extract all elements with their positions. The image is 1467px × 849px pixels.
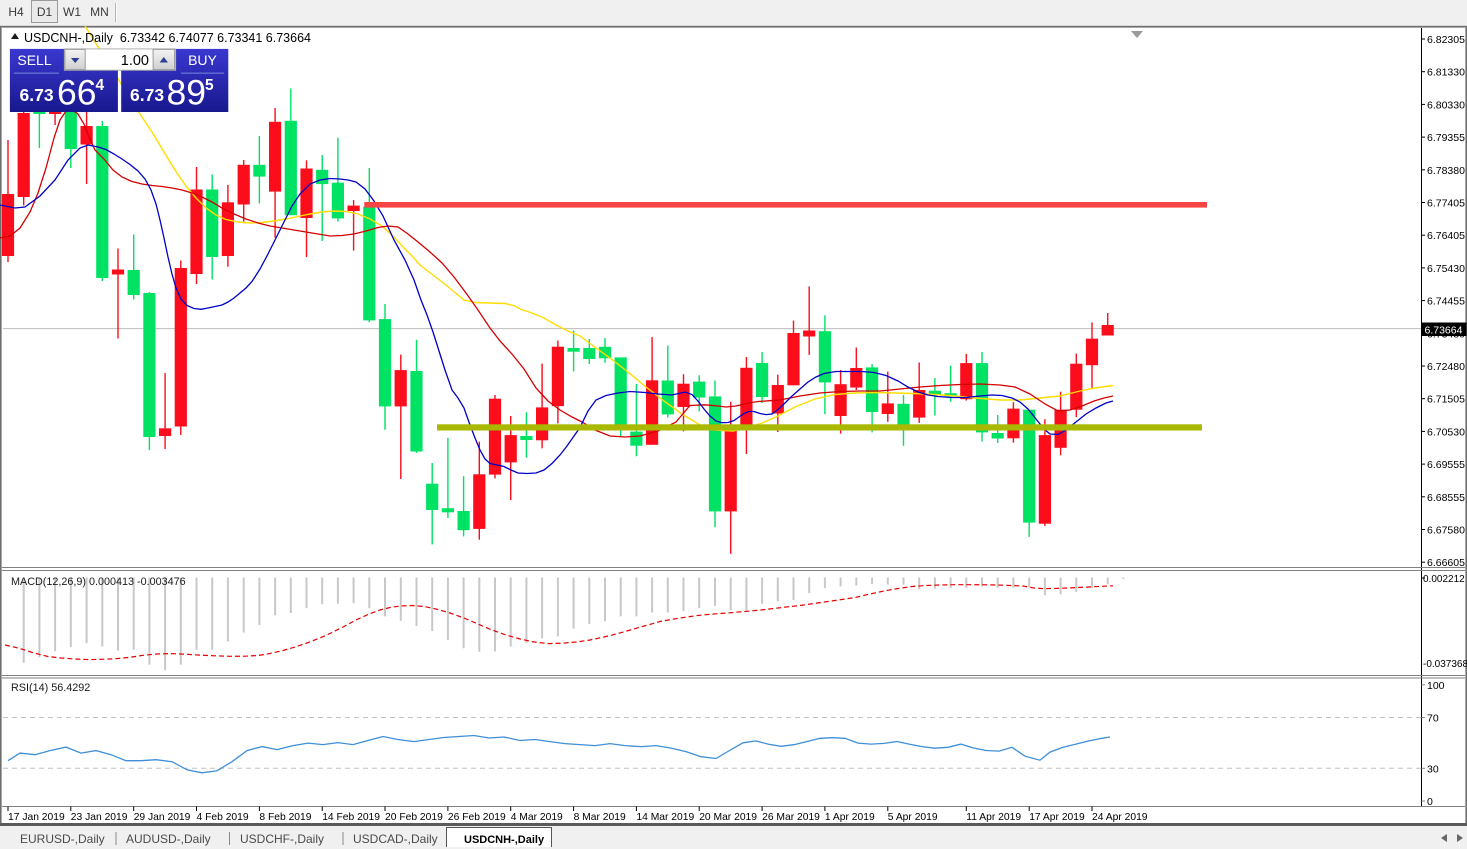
svg-text:H4: H4	[8, 5, 24, 19]
svg-text:6.73664: 6.73664	[1425, 325, 1463, 337]
svg-text:6.71505: 6.71505	[1427, 394, 1465, 406]
svg-text:70: 70	[1427, 713, 1439, 725]
svg-text:24 Apr 2019: 24 Apr 2019	[1092, 812, 1148, 823]
svg-text:6.69555: 6.69555	[1427, 459, 1465, 471]
svg-text:MACD(12,26,9) 0.000413 -0.0034: MACD(12,26,9) 0.000413 -0.003476	[11, 576, 186, 588]
svg-text:14 Mar 2019: 14 Mar 2019	[636, 812, 694, 823]
svg-text:1 Apr 2019: 1 Apr 2019	[825, 812, 875, 823]
svg-text:0: 0	[1427, 796, 1433, 808]
svg-text:6.75430: 6.75430	[1427, 263, 1465, 275]
svg-text:4 Mar 2019: 4 Mar 2019	[511, 812, 563, 823]
svg-text:6.80330: 6.80330	[1427, 99, 1465, 111]
svg-text:14 Feb 2019: 14 Feb 2019	[322, 812, 380, 823]
svg-text:17 Apr 2019: 17 Apr 2019	[1029, 812, 1085, 823]
svg-text:26 Mar 2019: 26 Mar 2019	[762, 812, 820, 823]
svg-text:5 Apr 2019: 5 Apr 2019	[888, 812, 938, 823]
svg-text:8 Mar 2019: 8 Mar 2019	[574, 812, 626, 823]
svg-text:0.002212: 0.002212	[1423, 574, 1465, 585]
svg-text:17 Jan 2019: 17 Jan 2019	[8, 812, 65, 823]
svg-text:USDCAD-,Daily: USDCAD-,Daily	[353, 832, 438, 846]
svg-text:26 Feb 2019: 26 Feb 2019	[448, 812, 506, 823]
svg-text:USDCHF-,Daily: USDCHF-,Daily	[240, 832, 324, 846]
svg-text:23 Jan 2019: 23 Jan 2019	[71, 812, 128, 823]
svg-text:20 Mar 2019: 20 Mar 2019	[699, 812, 757, 823]
svg-text:4: 4	[96, 77, 105, 94]
svg-text:AUDUSD-,Daily: AUDUSD-,Daily	[126, 832, 211, 846]
svg-text:SELL: SELL	[17, 52, 51, 68]
svg-text:MN: MN	[90, 5, 109, 19]
svg-text:USDCNH-,Daily 6.73342 6.74077: USDCNH-,Daily 6.73342 6.74077 6.73341 6.…	[24, 31, 311, 45]
svg-text:6.76405: 6.76405	[1427, 230, 1465, 242]
svg-text:100: 100	[1427, 680, 1445, 692]
svg-text:6.67580: 6.67580	[1427, 525, 1465, 537]
svg-text:6.79355: 6.79355	[1427, 132, 1465, 144]
svg-text:-0.037368: -0.037368	[1423, 659, 1467, 670]
svg-text:USDCNH-,Daily: USDCNH-,Daily	[464, 834, 545, 846]
svg-text:BUY: BUY	[188, 52, 217, 68]
svg-text:4 Feb 2019: 4 Feb 2019	[197, 812, 249, 823]
svg-text:6.73: 6.73	[20, 85, 54, 105]
svg-text:6.66605: 6.66605	[1427, 557, 1465, 569]
svg-text:6.82305: 6.82305	[1427, 34, 1465, 46]
svg-text:11 Apr 2019: 11 Apr 2019	[966, 812, 1021, 823]
svg-text:6.77405: 6.77405	[1427, 198, 1465, 210]
svg-text:8 Feb 2019: 8 Feb 2019	[259, 812, 311, 823]
svg-text:RSI(14) 56.4292: RSI(14) 56.4292	[11, 682, 90, 694]
svg-text:6.72480: 6.72480	[1427, 361, 1465, 373]
svg-text:W1: W1	[63, 5, 81, 19]
svg-text:6.73: 6.73	[130, 85, 164, 105]
svg-text:20 Feb 2019: 20 Feb 2019	[385, 812, 443, 823]
svg-text:EURUSD-,Daily: EURUSD-,Daily	[20, 832, 105, 846]
svg-text:30: 30	[1427, 763, 1439, 775]
svg-text:29 Jan 2019: 29 Jan 2019	[134, 812, 191, 823]
svg-text:6.74455: 6.74455	[1427, 296, 1465, 308]
svg-text:66: 66	[57, 73, 97, 113]
svg-text:89: 89	[167, 73, 207, 113]
svg-text:1.00: 1.00	[121, 53, 149, 69]
svg-text:6.81330: 6.81330	[1427, 67, 1465, 79]
svg-text:6.68555: 6.68555	[1427, 492, 1465, 504]
svg-text:D1: D1	[37, 5, 53, 19]
svg-text:5: 5	[205, 77, 214, 94]
svg-text:6.70530: 6.70530	[1427, 426, 1465, 438]
svg-text:6.78380: 6.78380	[1427, 165, 1465, 177]
